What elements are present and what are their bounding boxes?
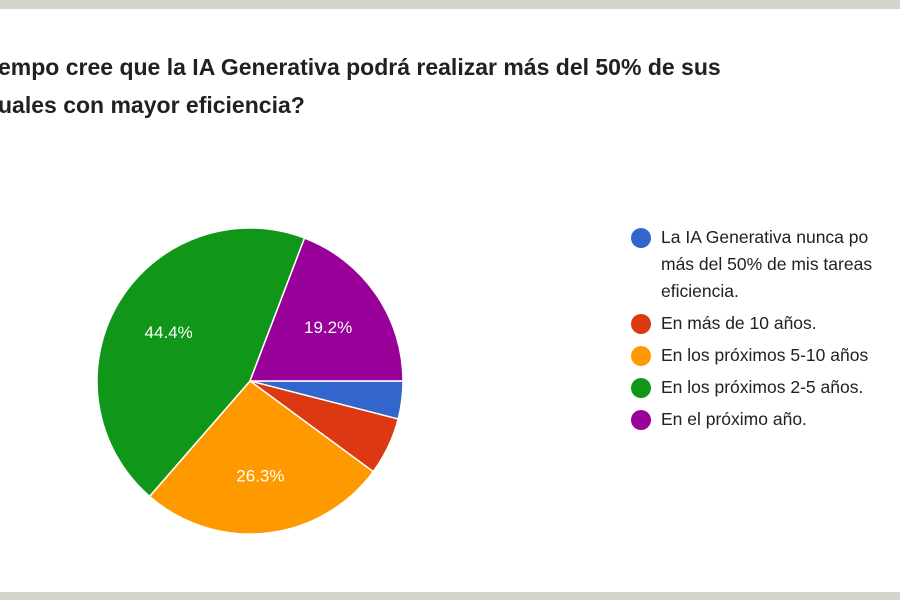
title-line-2: uales con mayor eficiencia? (0, 92, 305, 118)
legend-swatch-icon (631, 410, 651, 430)
slice-data-label: 26.3% (236, 466, 284, 485)
legend-swatch-icon (631, 228, 651, 248)
slice-data-label: 44.4% (145, 323, 193, 342)
legend-swatch-icon (631, 314, 651, 334)
chart-title: empo cree que la IA Generativa podrá rea… (0, 48, 900, 124)
top-border (0, 0, 900, 9)
pie-slice (248, 237, 404, 382)
legend-swatch-icon (631, 346, 651, 366)
legend-item[interactable]: En más de 10 años. (628, 310, 900, 337)
pie-slice (96, 227, 306, 498)
pie-slice (148, 379, 375, 535)
legend-label: En los próximos 5-10 años (661, 345, 869, 365)
legend-label: En los próximos 2-5 años. (661, 377, 864, 397)
legend-item[interactable]: La IA Generativa nunca po más del 50% de … (628, 224, 900, 305)
bottom-border (0, 592, 900, 600)
legend-item[interactable]: En los próximos 2-5 años. (628, 374, 900, 401)
legend-label: La IA Generativa nunca po (661, 227, 869, 247)
title-line-1: empo cree que la IA Generativa podrá rea… (0, 54, 721, 80)
legend-label: más del 50% de mis tareas (661, 254, 873, 274)
legend-swatch-icon (631, 378, 651, 398)
legend: La IA Generativa nunca po más del 50% de … (628, 224, 900, 438)
legend-label: En el próximo año. (661, 409, 807, 429)
legend-label: eficiencia. (661, 281, 739, 301)
legend-item[interactable]: En los próximos 5-10 años (628, 342, 900, 369)
legend-label: En más de 10 años. (661, 313, 817, 333)
slice-data-label: 19.2% (304, 318, 352, 337)
legend-item[interactable]: En el próximo año. (628, 406, 900, 433)
